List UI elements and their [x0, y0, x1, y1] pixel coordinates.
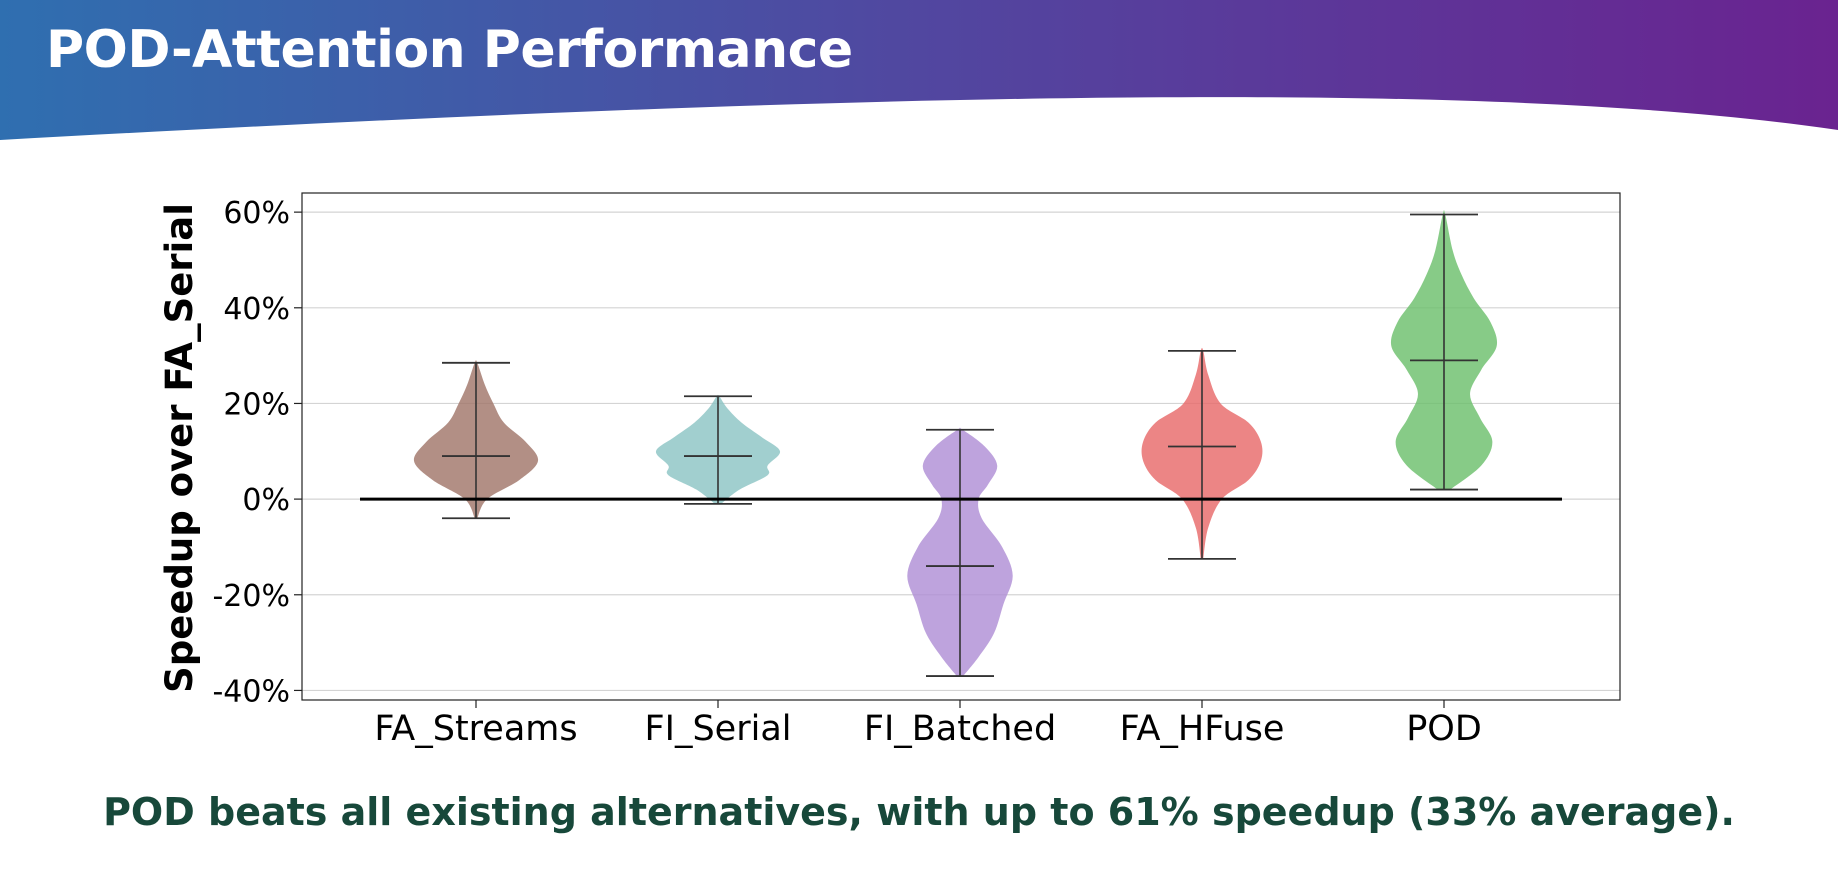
y-axis-ticks: -40% -20% 0% 20% 40% 60% [212, 196, 302, 709]
y-tick-label: 60% [223, 196, 290, 231]
x-tick-label: FI_Batched [864, 709, 1056, 749]
violin-fi-batched [907, 427, 1013, 677]
violin-pod [1390, 210, 1498, 491]
violin-fa-hfuse [1141, 347, 1263, 560]
y-axis-label: Speedup over FA_Serial [158, 203, 201, 693]
y-tick-label: 0% [242, 483, 290, 518]
violin-fi-serial [655, 394, 781, 505]
violin-fa-streams [413, 360, 539, 520]
x-axis-ticks: FA_Streams FI_Serial FI_Batched FA_HFuse POD [374, 700, 1482, 749]
violin-chart: -40%-20%0%20%40%60% FA_Streams FI_Serial F… [158, 192, 1621, 749]
title-banner [0, 0, 1838, 140]
violin-layer [413, 210, 1498, 677]
y-tick-label: -40% [212, 674, 290, 709]
page-title: POD-Attention Performance [46, 20, 853, 80]
y-tick-label: -20% [212, 579, 290, 614]
y-tick-label: 20% [223, 387, 290, 422]
plot-frame [301, 192, 1621, 701]
caption: POD beats all existing alternatives, wit… [103, 790, 1735, 834]
x-tick-label: POD [1406, 709, 1482, 749]
y-tick-label: 40% [223, 292, 290, 327]
x-tick-label: FI_Serial [645, 709, 792, 749]
x-tick-label: FA_HFuse [1120, 709, 1285, 749]
x-tick-label: FA_Streams [374, 709, 577, 749]
